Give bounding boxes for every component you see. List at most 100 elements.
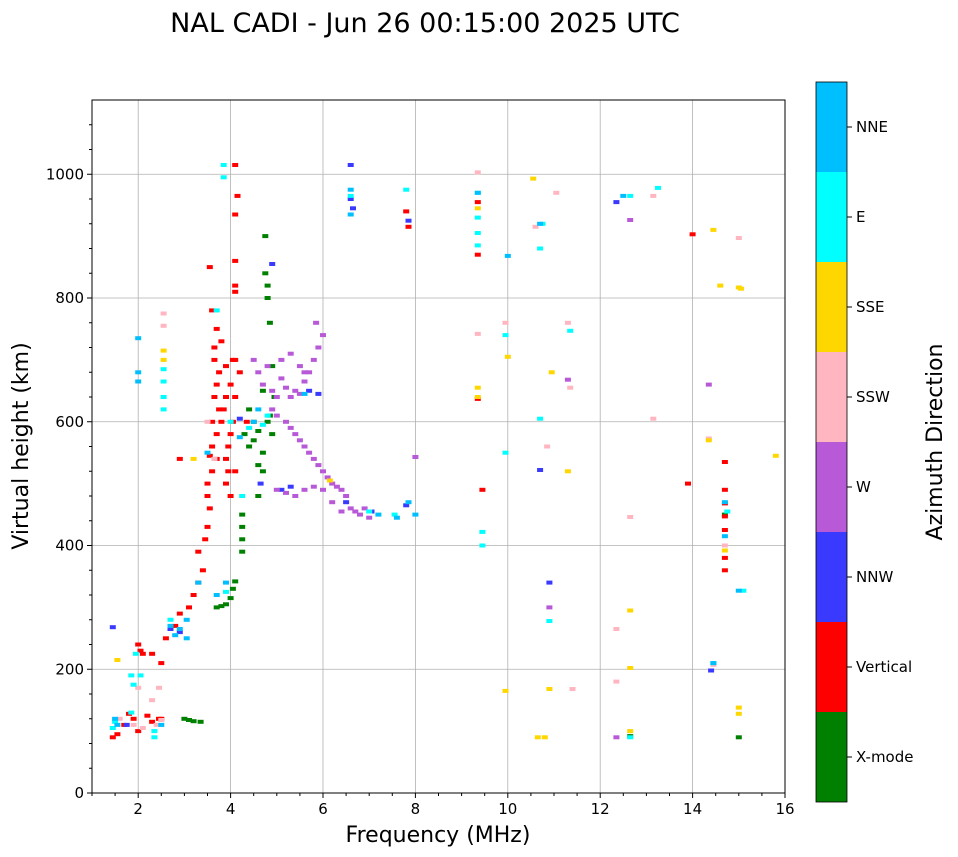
data-point: [225, 469, 232, 474]
data-point: [218, 604, 225, 609]
data-point: [206, 265, 213, 270]
data-point: [553, 190, 560, 195]
data-point: [158, 661, 165, 666]
data-point: [232, 579, 239, 584]
data-point: [109, 726, 116, 730]
data-point: [229, 357, 236, 362]
colorbar-segment: [816, 172, 847, 262]
grid-lines: [92, 100, 786, 794]
data-point: [246, 425, 253, 430]
data-point: [135, 379, 142, 384]
data-point: [278, 357, 285, 362]
data-point: [537, 416, 544, 421]
data-point: [721, 568, 728, 573]
data-point: [479, 529, 486, 534]
data-point: [232, 163, 239, 167]
data-point: [176, 630, 183, 635]
data-point: [273, 395, 280, 399]
data-point: [167, 627, 174, 631]
data-point: [403, 503, 410, 508]
data-point: [474, 385, 481, 390]
data-point: [474, 231, 481, 235]
data-point: [266, 320, 273, 325]
data-point: [310, 484, 317, 489]
data-point: [114, 722, 121, 727]
colorbar-tick-label: NNE: [856, 118, 888, 136]
data-point: [135, 729, 142, 734]
data-point: [534, 735, 541, 740]
data-point: [269, 364, 276, 369]
data-point: [112, 719, 119, 724]
data-point: [772, 453, 779, 458]
colorbar-tick-label: SSE: [856, 298, 885, 316]
data-point: [204, 450, 211, 455]
data-point: [236, 435, 243, 440]
data-point: [287, 425, 294, 430]
data-point: [366, 515, 373, 520]
data-point: [347, 163, 354, 167]
data-point: [209, 419, 216, 424]
data-point: [259, 422, 266, 427]
data-point: [259, 469, 266, 474]
data-point: [213, 432, 220, 437]
data-point: [627, 666, 634, 670]
data-point: [216, 370, 223, 375]
data-point: [130, 682, 137, 687]
data-point: [264, 364, 271, 369]
data-point: [474, 252, 481, 257]
data-point: [567, 385, 574, 390]
data-point: [139, 651, 146, 656]
colorbar-tick-label: E: [856, 208, 865, 226]
data-point: [223, 481, 229, 486]
data-point: [172, 623, 179, 628]
data-point: [144, 713, 151, 718]
data-point: [405, 500, 412, 505]
data-point: [227, 419, 234, 424]
data-point: [172, 633, 179, 638]
data-point: [502, 688, 509, 693]
data-point: [393, 515, 400, 520]
data-point: [627, 608, 634, 613]
data-point: [278, 487, 285, 492]
data-point: [412, 512, 419, 517]
data-point: [721, 534, 728, 539]
data-point: [735, 735, 742, 740]
data-point: [347, 212, 354, 217]
data-point: [255, 463, 262, 468]
data-point: [255, 370, 262, 375]
data-point: [223, 456, 229, 461]
data-point: [128, 673, 135, 678]
data-point: [269, 407, 276, 412]
data-point: [546, 619, 553, 623]
x-axis-label: Frequency (MHz): [346, 823, 531, 848]
data-point: [246, 407, 253, 412]
colorbar-segment: [816, 442, 847, 532]
colorbar-segment: [816, 262, 847, 352]
data-point: [366, 509, 373, 514]
data-point: [227, 432, 234, 437]
data-point: [710, 227, 717, 232]
data-point: [301, 370, 308, 375]
data-point: [211, 456, 218, 461]
data-point: [306, 450, 313, 455]
data-point: [186, 605, 192, 610]
data-point: [292, 494, 299, 498]
y-tick-label: 400: [55, 537, 84, 555]
data-point: [627, 729, 634, 734]
data-point: [504, 354, 511, 359]
data-point: [474, 243, 481, 248]
data-point: [206, 453, 213, 458]
data-point: [264, 283, 271, 288]
data-point: [708, 668, 715, 673]
data-point: [197, 719, 204, 724]
data-point: [176, 627, 183, 631]
data-point: [259, 388, 266, 393]
data-point: [167, 617, 174, 622]
data-point: [273, 413, 280, 418]
data-point: [613, 679, 620, 684]
data-point: [287, 351, 294, 356]
data-point: [650, 193, 657, 198]
data-point: [160, 357, 167, 362]
data-point: [220, 407, 227, 412]
